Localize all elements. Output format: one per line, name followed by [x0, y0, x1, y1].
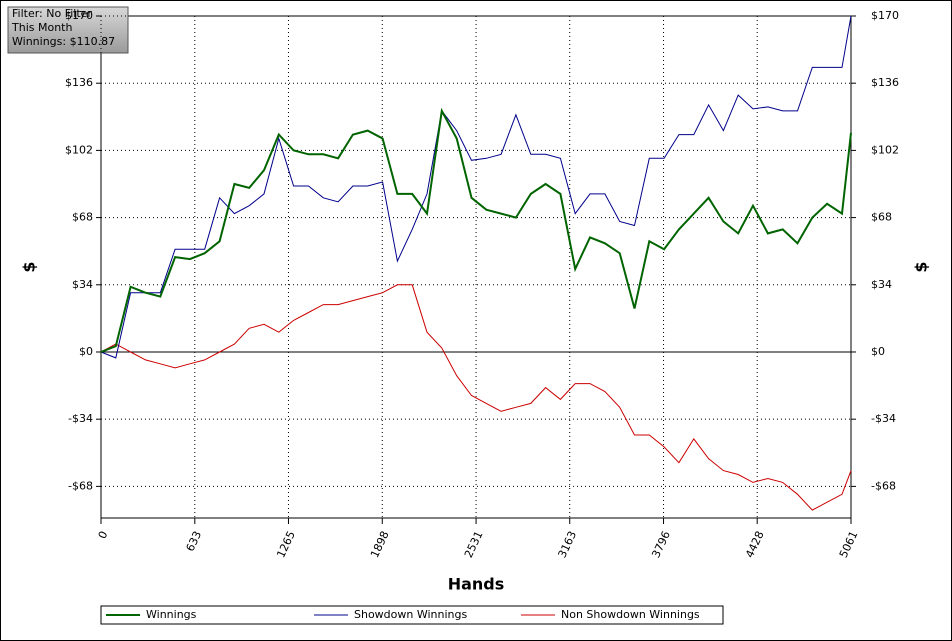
y-tick-label: -$34: [68, 412, 93, 425]
legend-label: Winnings: [146, 608, 197, 621]
y2-tick-label: $68: [871, 211, 892, 224]
x-tick-label: 0: [96, 529, 111, 541]
y2-tick-label: $34: [871, 278, 892, 291]
info-text: This Month: [11, 21, 72, 34]
y-axis-label: $: [20, 261, 39, 272]
y2-tick-label: -$68: [871, 479, 896, 492]
y2-tick-label: $170: [871, 9, 899, 22]
info-box: [7, 6, 129, 54]
y-tick-label: $0: [79, 345, 93, 358]
y2-tick-label: $0: [871, 345, 885, 358]
y-tick-label: $136: [65, 76, 93, 89]
plot-area: [100, 15, 852, 519]
y2-axis-label: $: [912, 261, 931, 272]
series-line: [100, 15, 852, 359]
legend-label: Showdown Winnings: [354, 608, 468, 621]
x-axis-label: Hands: [448, 575, 505, 594]
y-tick-label: $102: [65, 143, 93, 156]
y2-tick-label: $136: [871, 76, 899, 89]
y-tick-label: -$68: [68, 479, 93, 492]
y-tick-label: $34: [72, 278, 93, 291]
series-line: [100, 284, 852, 511]
y2-tick-label: $102: [871, 143, 899, 156]
info-text: Filter: No Filter: [12, 7, 92, 20]
series-line: [100, 107, 852, 353]
legend-label: Non Showdown Winnings: [561, 608, 700, 621]
legend: [100, 605, 724, 625]
y2-tick-label: -$34: [871, 412, 896, 425]
y-tick-label: $170: [65, 9, 93, 22]
info-text: Winnings: $110.87: [12, 35, 115, 48]
y-tick-label: $68: [72, 211, 93, 224]
